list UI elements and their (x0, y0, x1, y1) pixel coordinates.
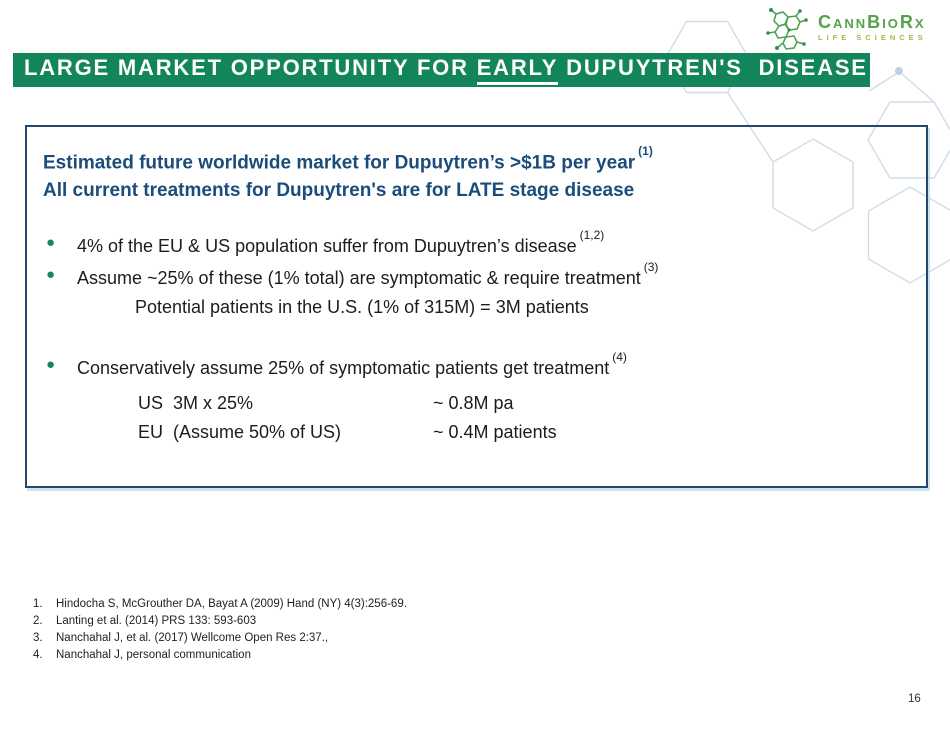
title-emphasized-word: EARLY (476, 55, 559, 85)
footnote-text: Nanchahal J, personal communication (56, 649, 251, 661)
network-node-dot (895, 67, 903, 75)
footnotes-list: 1. Hindocha S, McGrouther DA, Bayat A (2… (33, 596, 407, 664)
footnote-number: 2. (33, 615, 43, 627)
title-prefix: LARGE MARKET OPPORTUNITY FOR (24, 55, 477, 80)
footnote-1: 1. Hindocha S, McGrouther DA, Bayat A (2… (33, 596, 407, 613)
company-logo: CannBioRx LIFE SCIENCES (763, 6, 927, 54)
bullet-1-text: 4% of the EU & US population suffer from… (77, 236, 577, 257)
calc-value: ~ 0.8M pa (433, 393, 514, 414)
footnote-3: 3. Nanchahal J, et al. (2017) Wellcome O… (33, 630, 407, 647)
calc-row-eu: EU (Assume 50% of US) ~ 0.4M patients (138, 418, 906, 447)
bullet-3-superscript: (4) (612, 350, 627, 365)
title-suffix: DUPUYTREN'S DISEASE (558, 55, 868, 80)
bullet-item-treatment: ● Conservatively assume 25% of symptomat… (43, 350, 906, 382)
footnote-number: 4. (33, 649, 43, 661)
potential-patients-line: Potential patients in the U.S. (1% of 31… (135, 297, 589, 318)
footnote-text: Lanting et al. (2014) PRS 133: 593-603 (56, 615, 257, 627)
market-summary-box: Estimated future worldwide market for Du… (25, 125, 928, 488)
calc-region-label: US (138, 393, 164, 414)
logo-text: CannBioRx LIFE SCIENCES (818, 6, 927, 42)
logo-brand-name: CannBioRx (818, 12, 926, 32)
bullet-text: 4% of the EU & US population suffer from… (77, 228, 604, 260)
box-heading-line-1: Estimated future worldwide market for Du… (43, 143, 906, 177)
bullet-1-superscript: (1,2) (579, 228, 605, 243)
market-calculation-block: US 3M x 25% ~ 0.8M pa EU (Assume 50% of … (138, 389, 906, 447)
logo-tagline: LIFE SCIENCES (818, 33, 927, 42)
footnote-4: 4. Nanchahal J, personal communication (33, 647, 407, 664)
calc-formula: 3M x 25% (173, 393, 254, 414)
bullet-dot-icon: ● (46, 266, 56, 284)
footnote-number: 3. (33, 632, 43, 644)
bullet-dot-icon: ● (46, 234, 56, 252)
heading-line-1-superscript: (1) (638, 144, 653, 158)
calc-row-us: US 3M x 25% ~ 0.8M pa (138, 389, 906, 418)
slide-title-banner: LARGE MARKET OPPORTUNITY FOR EARLY DUPUY… (13, 53, 870, 87)
molecule-icon (766, 8, 808, 50)
footnote-text: Hindocha S, McGrouther DA, Bayat A (2009… (56, 598, 407, 610)
bullet-group-treatment: ● Conservatively assume 25% of symptomat… (43, 350, 906, 447)
bullet-dot-icon: ● (46, 356, 56, 374)
calc-formula: (Assume 50% of US) (173, 422, 342, 443)
footnote-2: 2. Lanting et al. (2014) PRS 133: 593-60… (33, 613, 407, 630)
page-number: 16 (908, 693, 921, 705)
footnote-number: 1. (33, 598, 43, 610)
footnote-text: Nanchahal J, et al. (2017) Wellcome Open… (56, 632, 329, 644)
bullet-item-symptomatic: ● Assume ~25% of these (1% total) are sy… (43, 260, 906, 292)
bullet-text: Assume ~25% of these (1% total) are symp… (77, 260, 658, 292)
bullet-2-text: Assume ~25% of these (1% total) are symp… (77, 268, 641, 289)
calc-region-label: EU (138, 422, 164, 443)
bullet-text: Conservatively assume 25% of symptomatic… (77, 350, 627, 382)
bullet-2-superscript: (3) (643, 260, 659, 275)
hexagon-pattern-decoration (665, 20, 950, 284)
bullet-group-prevalence: ● 4% of the EU & US population suffer fr… (43, 228, 906, 321)
heading-line-1-text: Estimated future worldwide market for Du… (43, 152, 636, 174)
bullet-3-text: Conservatively assume 25% of symptomatic… (77, 358, 610, 379)
calc-value: ~ 0.4M patients (433, 422, 557, 443)
box-heading-line-2: All current treatments for Dupuytren's a… (43, 180, 635, 202)
bullet-item-prevalence: ● 4% of the EU & US population suffer fr… (43, 228, 906, 260)
page-title: LARGE MARKET OPPORTUNITY FOR EARLY DUPUY… (24, 55, 868, 85)
